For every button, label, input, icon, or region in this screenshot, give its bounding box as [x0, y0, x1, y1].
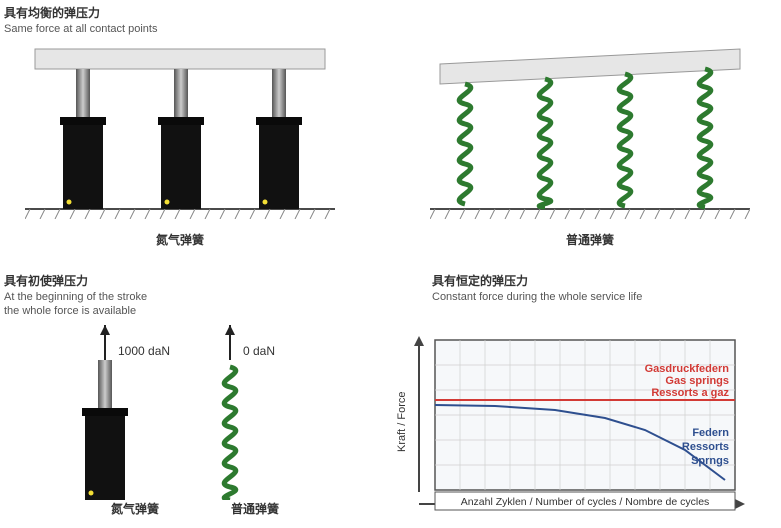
force-label-1000: 1000 daN: [118, 344, 170, 358]
series2-label2: Ressorts: [682, 441, 729, 453]
gas-spring-single: 1000 daN: [70, 325, 200, 500]
s1-title-en: Same force at all contact points: [4, 23, 157, 35]
s1-title-cn: 具有均衡的弹压力: [4, 4, 157, 21]
coil-single-caption: 普通弹簧: [200, 500, 310, 517]
s3-title-en: Constant force during the whole service …: [432, 291, 642, 303]
series2-label1: Federn: [692, 427, 729, 439]
coil-spring-single: 0 daN: [200, 325, 310, 500]
series1-label3: Ressorts a gaz: [651, 387, 729, 399]
series1-label1: Gasdruckfedern: [645, 363, 730, 375]
s2-title-en2: the whole force is available: [4, 305, 147, 317]
gas-springs-diagram: [25, 44, 335, 219]
s2-title-en1: At the beginning of the stroke: [4, 291, 147, 303]
force-label-0: 0 daN: [243, 344, 275, 358]
series1-label2: Gas springs: [665, 375, 729, 387]
s2-title-cn: 具有初使弹压力: [4, 272, 147, 289]
coil-springs-caption: 普通弹簧: [430, 231, 750, 248]
gas-single-caption: 氮气弹簧: [70, 500, 200, 517]
force-cycles-chart: Kraft / Force: [395, 332, 750, 522]
coil-springs-diagram: [430, 44, 750, 219]
s3-title-cn: 具有恒定的弹压力: [432, 272, 642, 289]
gas-springs-caption: 氮气弹簧: [25, 231, 335, 248]
series2-label3: Sprngs: [691, 455, 729, 467]
y-axis-label: Kraft / Force: [396, 391, 408, 452]
x-axis-label: Anzahl Zyklen / Number of cycles / Nombr…: [461, 496, 710, 508]
